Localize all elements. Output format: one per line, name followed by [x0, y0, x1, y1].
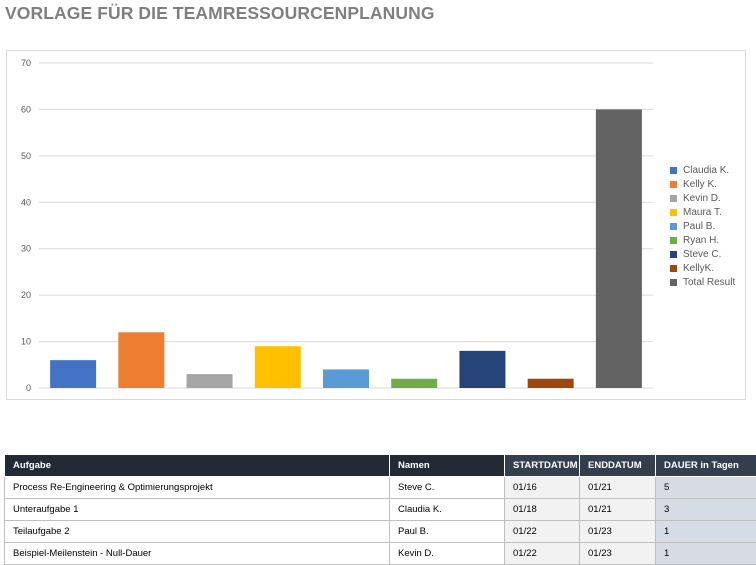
cell-duration[interactable]: 3	[655, 498, 756, 521]
legend-swatch	[670, 264, 677, 272]
legend-item[interactable]: Kevin D.	[670, 191, 735, 205]
bar-claudia-k[interactable]	[50, 360, 97, 388]
legend-swatch	[670, 236, 677, 244]
bar-kellyk[interactable]	[527, 378, 574, 388]
cell-duration[interactable]: 1	[655, 520, 756, 543]
cell-task[interactable]: Process Re-Engineering & Optimierungspro…	[4, 476, 390, 499]
legend-item[interactable]: Ryan H.	[670, 233, 735, 247]
legend-item[interactable]: Paul B.	[670, 219, 735, 233]
bar-paul-b[interactable]	[323, 369, 369, 388]
legend-item[interactable]: Steve C.	[670, 247, 735, 261]
bar-chart: 0 10 20 30 40 50 60 70	[21, 58, 653, 393]
bar-kevin-d[interactable]	[186, 374, 233, 388]
bar-total-result[interactable]	[595, 109, 642, 388]
legend-swatch	[670, 250, 677, 258]
header-duration: DAUER in Tagen	[655, 454, 756, 477]
table-row: Unteraufgabe 1 Claudia K. 01/18 01/21 3	[4, 498, 756, 521]
y-tick-label: 60	[21, 104, 31, 114]
legend-label: Kevin D.	[683, 192, 721, 204]
legend-swatch	[670, 222, 677, 230]
header-end-date: ENDDATUM	[579, 454, 656, 477]
bar-ryan-h[interactable]	[391, 378, 438, 388]
y-tick-label: 20	[21, 290, 31, 300]
legend-swatch	[670, 166, 677, 174]
legend-label: KellyK.	[683, 262, 715, 274]
cell-start-date[interactable]: 01/16	[504, 476, 580, 499]
page-title: VORLAGE FÜR DIE TEAMRESSOURCENPLANUNG	[5, 3, 435, 23]
cell-name[interactable]: Kevin D.	[389, 542, 505, 565]
cell-end-date[interactable]: 01/21	[579, 476, 656, 499]
table-row: Teilaufgabe 2 Paul B. 01/22 01/23 1	[4, 520, 756, 543]
legend-item[interactable]: Claudia K.	[670, 163, 735, 177]
bar-maura-t[interactable]	[254, 346, 301, 388]
legend-label: Maura T.	[683, 206, 722, 218]
legend-swatch	[670, 278, 677, 286]
cell-name[interactable]: Steve C.	[389, 476, 505, 499]
legend-label: Claudia K.	[683, 164, 730, 176]
legend-item[interactable]: KellyK.	[670, 261, 735, 275]
cell-duration[interactable]: 1	[655, 542, 756, 565]
legend-label: Kelly K.	[683, 178, 717, 190]
cell-name[interactable]: Claudia K.	[389, 498, 505, 521]
bar-kelly-k[interactable]	[118, 332, 165, 388]
cell-duration[interactable]: 5	[655, 476, 756, 499]
y-tick-label: 30	[21, 244, 31, 254]
header-names: Namen	[389, 454, 505, 477]
y-tick-label: 10	[21, 337, 31, 347]
header-task: Aufgabe	[4, 454, 390, 477]
table-row: Process Re-Engineering & Optimierungspro…	[4, 476, 756, 499]
legend-swatch	[670, 180, 677, 188]
legend-item[interactable]: Total Result	[670, 275, 735, 289]
legend-label: Ryan H.	[683, 234, 720, 246]
task-table: Aufgabe Namen STARTDATUM ENDDATUM DAUER …	[4, 454, 756, 565]
cell-end-date[interactable]: 01/21	[579, 498, 656, 521]
cell-start-date[interactable]: 01/22	[504, 542, 580, 565]
table-row: Beispiel-Meilenstein - Null-Dauer Kevin …	[4, 542, 756, 565]
chart-legend: Claudia K. Kelly K. Kevin D. Maura T. Paul B…	[670, 163, 735, 289]
header-start-date: STARTDATUM	[504, 454, 580, 477]
cell-end-date[interactable]: 01/23	[579, 520, 656, 543]
cell-name[interactable]: Paul B.	[389, 520, 505, 543]
cell-task[interactable]: Teilaufgabe 2	[4, 520, 390, 543]
cell-end-date[interactable]: 01/23	[579, 542, 656, 565]
legend-label: Paul B.	[683, 220, 716, 232]
legend-item[interactable]: Maura T.	[670, 205, 735, 219]
bar-steve-c[interactable]	[459, 350, 506, 388]
y-tick-label: 40	[21, 197, 31, 207]
y-tick-label: 0	[26, 383, 31, 393]
legend-label: Steve C.	[683, 248, 722, 260]
legend-swatch	[670, 194, 677, 202]
y-tick-label: 70	[21, 58, 31, 68]
legend-item[interactable]: Kelly K.	[670, 177, 735, 191]
cell-start-date[interactable]: 01/18	[504, 498, 580, 521]
cell-task[interactable]: Beispiel-Meilenstein - Null-Dauer	[4, 542, 390, 565]
y-tick-label: 50	[21, 151, 31, 161]
legend-swatch	[670, 208, 677, 216]
legend-label: Total Result	[683, 276, 736, 288]
cell-start-date[interactable]: 01/22	[504, 520, 580, 543]
table-header-row: Aufgabe Namen STARTDATUM ENDDATUM DAUER …	[4, 454, 756, 477]
cell-task[interactable]: Unteraufgabe 1	[4, 498, 390, 521]
resource-chart: 0 10 20 30 40 50 60 70 Claudia K. Kelly K. Kevin …	[6, 50, 746, 400]
